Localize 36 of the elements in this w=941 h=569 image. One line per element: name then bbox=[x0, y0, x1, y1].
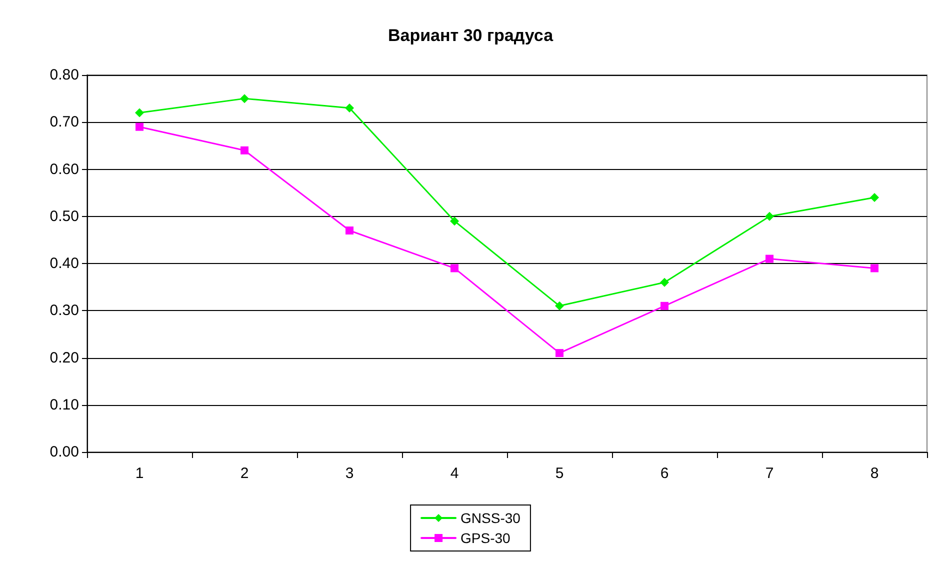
point bbox=[450, 216, 459, 226]
point bbox=[240, 146, 248, 154]
y-tick-label: 0.10 bbox=[50, 396, 79, 414]
point bbox=[660, 278, 669, 287]
point bbox=[346, 226, 354, 235]
point bbox=[135, 108, 144, 118]
point bbox=[870, 264, 878, 272]
chart-title: Вариант 30 градуса bbox=[388, 26, 554, 45]
point bbox=[660, 302, 668, 310]
y-tick-label: 0.40 bbox=[50, 255, 79, 272]
x-tick-label: 5 bbox=[555, 465, 564, 482]
point bbox=[240, 94, 249, 104]
y-tick-label: 0.30 bbox=[50, 302, 79, 320]
point bbox=[345, 103, 354, 112]
point bbox=[136, 122, 144, 131]
point bbox=[765, 212, 774, 221]
y-tick-label: 0.00 bbox=[50, 444, 79, 460]
x-tick-label: 2 bbox=[240, 465, 249, 482]
y-tick-label: 0.60 bbox=[50, 160, 79, 178]
point bbox=[870, 193, 879, 202]
y-tick-label: 0.80 bbox=[50, 66, 79, 84]
point bbox=[450, 264, 458, 272]
y-tick-label: 0.20 bbox=[50, 349, 79, 366]
legend-label: GNSS-30 bbox=[460, 510, 521, 526]
y-tick-label: 0.70 bbox=[50, 114, 79, 131]
point bbox=[556, 349, 564, 358]
x-tick-label: 8 bbox=[870, 465, 879, 482]
x-tick-label: 7 bbox=[765, 465, 774, 482]
y-tick-label: 0.50 bbox=[50, 208, 79, 225]
point bbox=[555, 301, 564, 310]
x-tick-label: 6 bbox=[660, 465, 669, 482]
x-tick-label: 4 bbox=[450, 465, 459, 482]
legend-label: GPS-30 bbox=[460, 530, 511, 546]
point bbox=[766, 254, 774, 263]
x-tick-label: 1 bbox=[135, 465, 144, 482]
x-tick-label: 3 bbox=[345, 465, 354, 482]
